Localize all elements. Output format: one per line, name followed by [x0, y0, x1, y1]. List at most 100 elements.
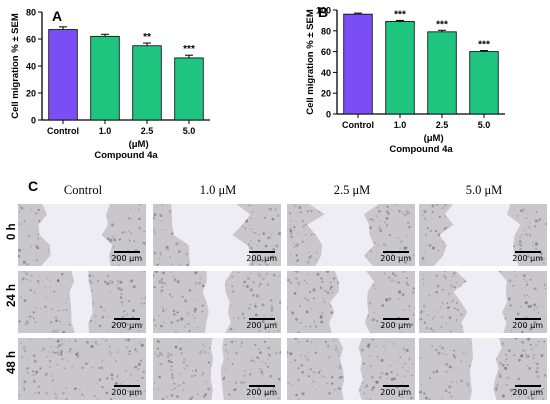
cell-speck	[228, 393, 231, 396]
cell-speck	[101, 315, 105, 319]
cell-speck	[204, 393, 207, 396]
scale-label: 200 μm	[380, 388, 411, 397]
cell-speck	[399, 330, 401, 333]
cell-speck	[447, 306, 450, 309]
cell-speck	[49, 338, 51, 340]
cell-speck	[520, 306, 522, 308]
cell-speck	[266, 263, 269, 266]
cell-speck	[454, 356, 457, 359]
cell-speck	[380, 371, 384, 376]
cell-speck	[330, 285, 333, 289]
cell-speck	[122, 381, 125, 383]
cell-speck	[110, 256, 112, 258]
x-tick-label: Control	[342, 120, 374, 130]
cell-speck	[125, 369, 127, 372]
cell-speck	[295, 393, 298, 397]
cell-speck	[402, 382, 404, 384]
cell-speck	[139, 227, 142, 231]
cell-speck	[118, 258, 121, 261]
cell-speck	[290, 235, 293, 238]
cell-speck	[443, 204, 447, 207]
cell-speck	[436, 310, 439, 313]
cell-speck	[306, 260, 310, 264]
cell-speck	[137, 362, 141, 366]
cell-speck	[35, 244, 38, 248]
cell-speck	[229, 380, 231, 383]
cell-speck	[515, 304, 517, 306]
cell-speck	[540, 354, 544, 357]
cell-speck	[126, 323, 129, 326]
cell-speck	[258, 348, 260, 350]
cell-speck	[293, 246, 296, 248]
cell-speck	[466, 384, 470, 387]
cell-speck	[153, 318, 156, 322]
bar	[343, 13, 373, 115]
cell-speck	[328, 392, 331, 395]
cell-speck	[229, 327, 233, 331]
cell-speck	[202, 395, 206, 398]
cell-speck	[469, 343, 471, 345]
cell-speck	[422, 311, 424, 313]
cell-speck	[535, 343, 538, 347]
cell-speck	[302, 226, 305, 229]
cell-speck	[525, 217, 528, 220]
cell-speck	[290, 384, 293, 386]
cell-speck	[390, 378, 394, 381]
cell-speck	[128, 351, 131, 353]
cell-speck	[178, 384, 181, 387]
cell-speck	[385, 210, 389, 214]
cell-speck	[243, 280, 247, 284]
x-tick-label: Control	[47, 126, 79, 136]
cell-speck	[21, 356, 24, 359]
cell-speck	[125, 274, 127, 276]
cell-speck	[435, 348, 438, 352]
cell-speck	[209, 347, 211, 349]
cell-speck	[89, 279, 91, 282]
scale-label: 200 μm	[380, 321, 411, 330]
cell-speck	[322, 297, 324, 300]
cell-speck	[381, 304, 385, 307]
cell-speck	[362, 375, 365, 378]
cell-speck	[131, 217, 134, 219]
cell-speck	[409, 396, 413, 400]
cell-speck	[329, 288, 332, 291]
cell-speck	[98, 378, 102, 382]
cell-speck	[528, 366, 532, 370]
cell-speck	[305, 223, 307, 226]
cell-speck	[128, 300, 131, 303]
cell-speck	[94, 314, 97, 318]
cell-speck	[403, 308, 406, 311]
cell-speck	[248, 225, 250, 227]
cell-speck	[159, 362, 163, 366]
cell-speck	[402, 271, 405, 273]
cell-speck	[110, 373, 114, 377]
scratch-gap	[69, 271, 93, 333]
cell-speck	[257, 239, 261, 243]
cell-speck	[389, 209, 391, 211]
cell-speck	[394, 280, 397, 283]
cell-speck	[431, 210, 434, 213]
cell-speck	[505, 358, 508, 361]
cell-speck	[177, 386, 179, 388]
cell-speck	[183, 357, 186, 361]
cell-speck	[107, 330, 109, 332]
cell-speck	[175, 242, 179, 246]
cell-speck	[153, 382, 155, 384]
cell-speck	[252, 231, 255, 234]
scale-bar	[383, 385, 409, 387]
panel-label-c: C	[28, 178, 39, 194]
cell-speck	[111, 223, 115, 227]
cell-speck	[371, 376, 374, 379]
cell-speck	[295, 254, 298, 257]
cell-speck	[337, 351, 339, 353]
cell-speck	[530, 326, 534, 329]
cell-speck	[331, 291, 334, 294]
cell-speck	[267, 235, 271, 239]
cell-speck	[267, 359, 269, 361]
cell-speck	[437, 351, 441, 355]
cell-speck	[542, 257, 546, 260]
cell-speck	[420, 357, 422, 359]
cell-speck	[68, 351, 71, 353]
scale-label: 200 μm	[111, 254, 142, 263]
cell-speck	[381, 324, 385, 328]
